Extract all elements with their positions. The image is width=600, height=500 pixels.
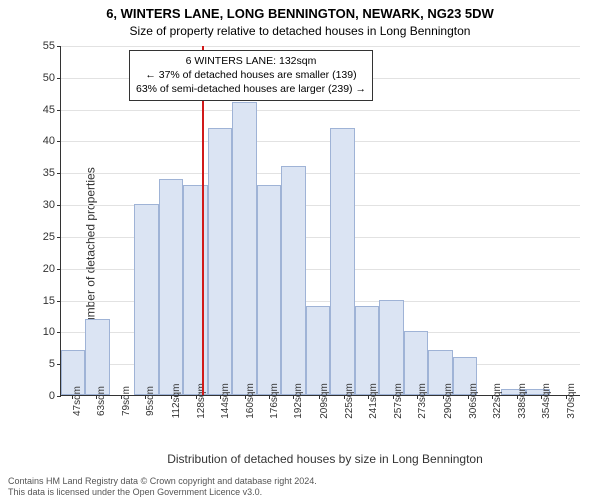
y-tick <box>57 237 61 238</box>
histogram-bar <box>281 166 305 395</box>
footnote-line1: Contains HM Land Registry data © Crown c… <box>8 476 317 486</box>
histogram-bar <box>330 128 354 395</box>
x-tick-label: 176sqm <box>269 383 280 419</box>
histogram-bar <box>379 300 403 395</box>
histogram-bar <box>306 306 330 395</box>
x-tick-label: 63sqm <box>96 386 107 416</box>
histogram-bar <box>232 102 256 395</box>
y-tick <box>57 141 61 142</box>
x-tick-label: 225sqm <box>344 383 355 419</box>
y-tick-label: 30 <box>43 199 55 211</box>
footnote-line2: This data is licensed under the Open Gov… <box>8 487 262 497</box>
histogram-bar <box>183 185 207 395</box>
plot-area: 051015202530354045505547sqm63sqm79sqm95s… <box>60 46 580 396</box>
x-tick-label: 112sqm <box>171 384 182 419</box>
y-tick-label: 35 <box>43 167 55 179</box>
gridline <box>61 141 580 142</box>
x-tick-label: 192sqm <box>293 383 304 419</box>
info-box-line1: 6 WINTERS LANE: 132sqm <box>136 54 366 68</box>
histogram-bar <box>85 319 109 395</box>
histogram-bar <box>208 128 232 395</box>
histogram-bar <box>159 179 183 395</box>
y-tick-label: 40 <box>43 135 55 147</box>
y-tick <box>57 110 61 111</box>
y-tick <box>57 205 61 206</box>
y-tick-label: 45 <box>43 104 55 116</box>
x-tick-label: 144sqm <box>220 383 231 419</box>
x-tick-label: 209sqm <box>319 383 330 419</box>
x-tick-label: 338sqm <box>517 383 528 419</box>
footnote: Contains HM Land Registry data © Crown c… <box>8 476 592 499</box>
y-tick <box>57 269 61 270</box>
y-tick-label: 5 <box>49 358 55 370</box>
y-tick-label: 10 <box>43 326 55 338</box>
histogram-bar <box>355 306 379 395</box>
y-tick-label: 25 <box>43 231 55 243</box>
info-box-line2: ← 37% of detached houses are smaller (13… <box>136 68 366 82</box>
x-tick-label: 354sqm <box>541 383 552 419</box>
x-tick-label: 257sqm <box>393 383 404 419</box>
chart-title-main: 6, WINTERS LANE, LONG BENNINGTON, NEWARK… <box>0 6 600 21</box>
histogram-bar <box>134 204 158 395</box>
y-tick <box>57 301 61 302</box>
y-tick-label: 55 <box>43 40 55 52</box>
y-tick-label: 15 <box>43 295 55 307</box>
chart-title-sub: Size of property relative to detached ho… <box>0 24 600 38</box>
y-tick <box>57 78 61 79</box>
gridline <box>61 46 580 47</box>
histogram-bar <box>257 185 281 395</box>
y-tick-label: 0 <box>49 390 55 402</box>
y-tick <box>57 396 61 397</box>
x-tick-label: 79sqm <box>121 386 132 416</box>
y-tick <box>57 46 61 47</box>
x-axis-label: Distribution of detached houses by size … <box>60 452 590 466</box>
x-tick-label: 290sqm <box>443 383 454 419</box>
x-tick-label: 306sqm <box>468 383 479 419</box>
gridline <box>61 110 580 111</box>
x-tick-label: 241sqm <box>368 383 379 419</box>
x-tick-label: 370sqm <box>566 383 577 419</box>
y-tick-label: 50 <box>43 72 55 84</box>
x-tick-label: 160sqm <box>245 383 256 419</box>
y-tick <box>57 332 61 333</box>
gridline <box>61 173 580 174</box>
x-tick-label: 47sqm <box>72 386 83 416</box>
chart-container: 6, WINTERS LANE, LONG BENNINGTON, NEWARK… <box>0 0 600 500</box>
x-tick-label: 273sqm <box>417 383 428 419</box>
info-box-line3: 63% of semi-detached houses are larger (… <box>136 82 366 96</box>
x-tick-label: 95sqm <box>145 386 156 416</box>
y-tick <box>57 173 61 174</box>
y-tick-label: 20 <box>43 263 55 275</box>
info-box: 6 WINTERS LANE: 132sqm← 37% of detached … <box>129 50 373 101</box>
x-tick-label: 322sqm <box>492 383 503 419</box>
